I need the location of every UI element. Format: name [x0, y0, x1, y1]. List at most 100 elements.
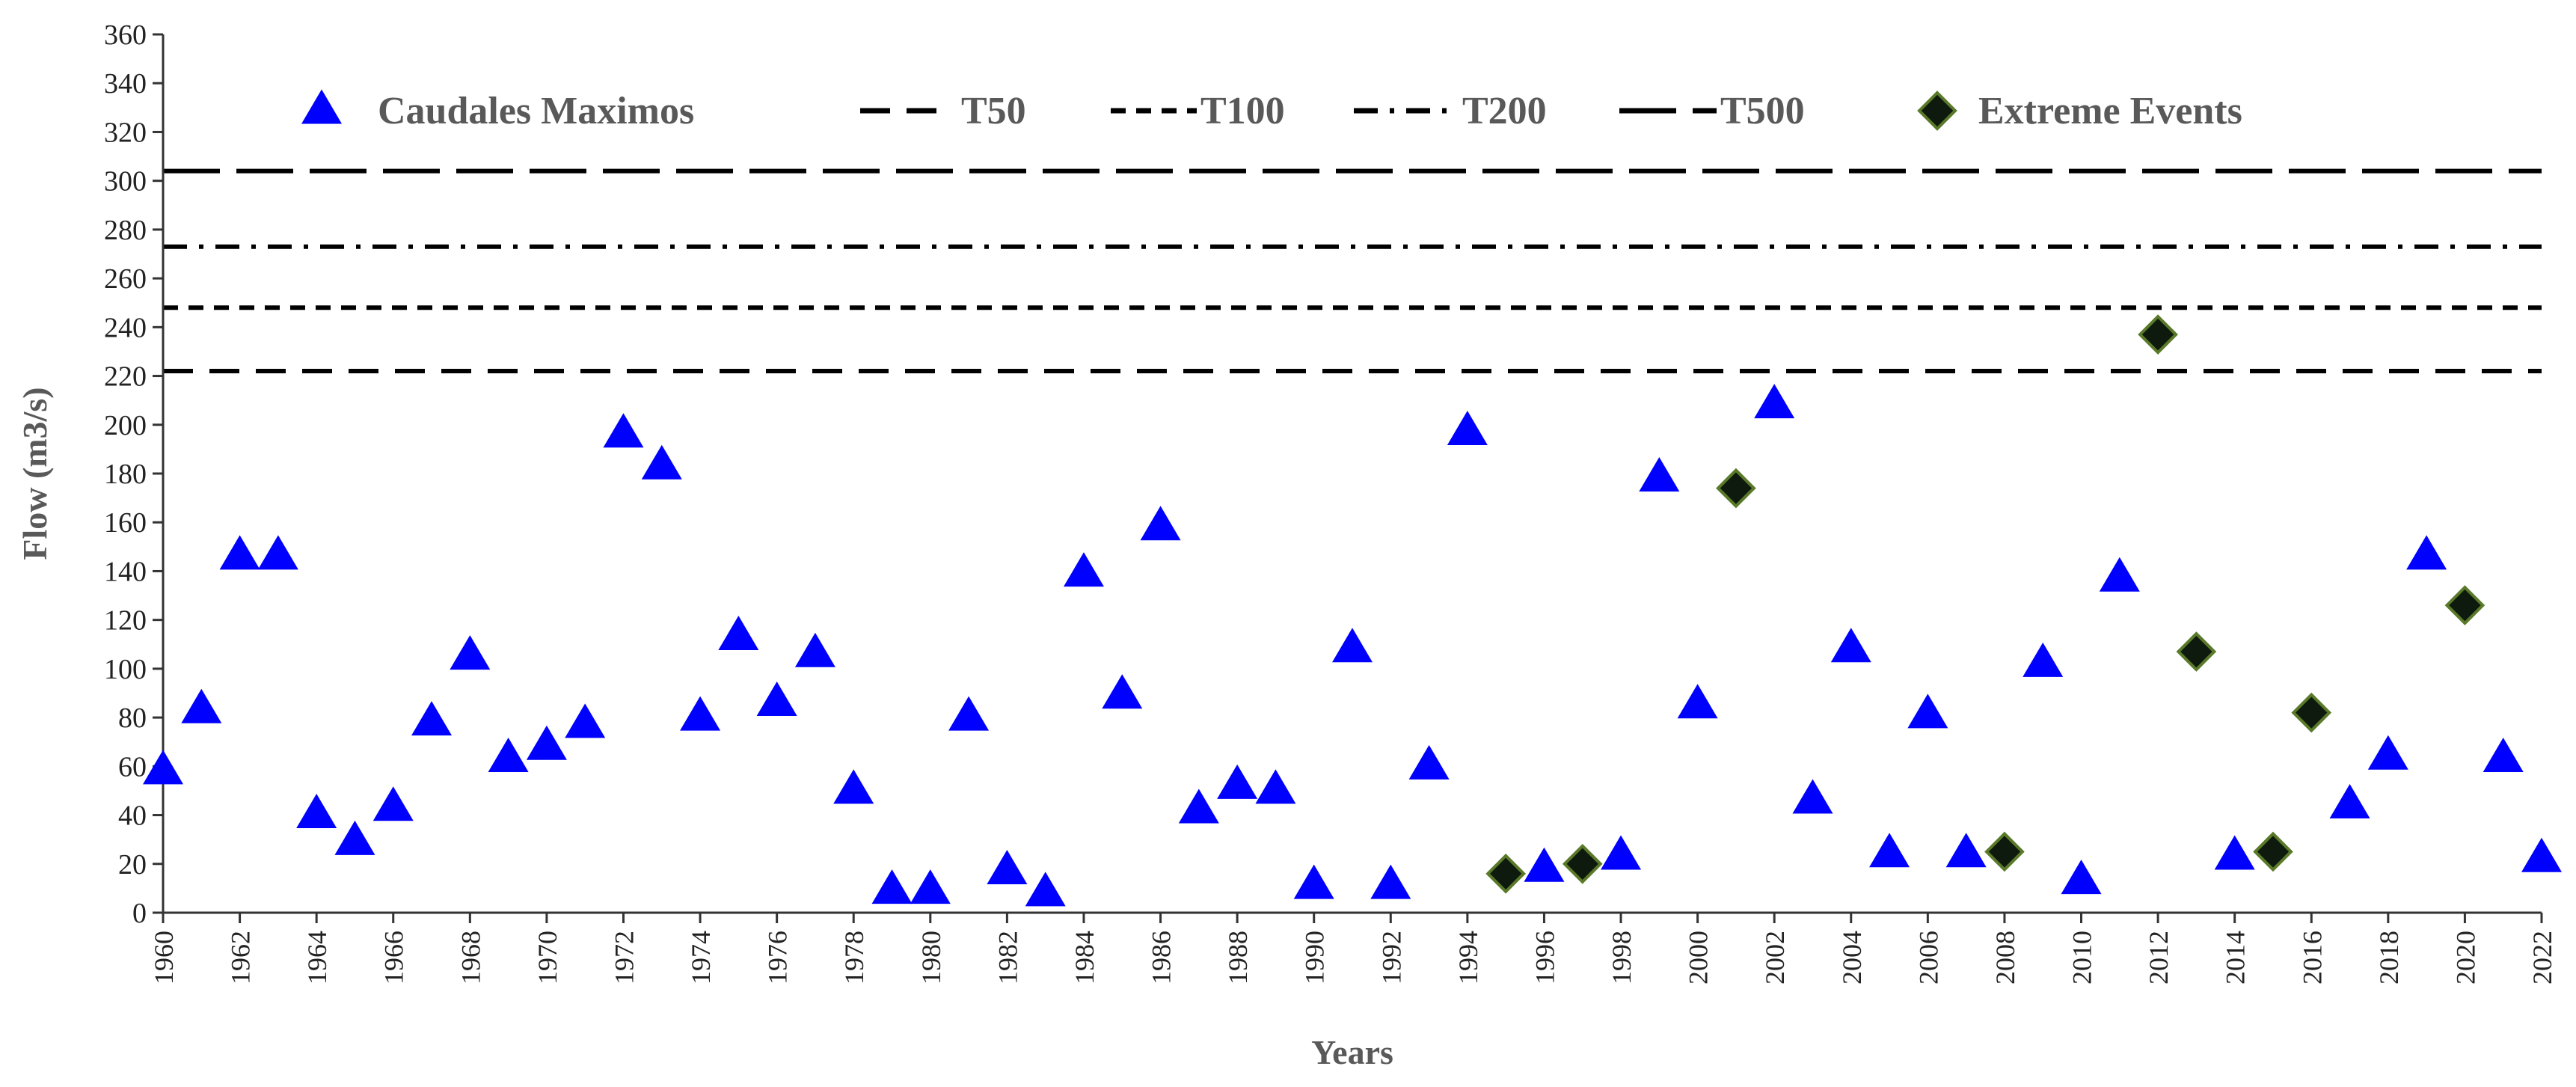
x-tick-label: 1970	[533, 931, 562, 985]
y-tick-label: 300	[104, 166, 147, 198]
data-point-diamond	[1562, 843, 1603, 884]
data-point-diamond	[2253, 831, 2293, 872]
data-point-triangle	[680, 696, 721, 731]
x-tick-label: 1984	[1070, 931, 1100, 985]
y-tick-label: 180	[104, 459, 147, 490]
x-tick-label: 2000	[1684, 931, 1714, 985]
y-tick-label: 200	[104, 410, 147, 441]
data-point-triangle	[2023, 642, 2064, 677]
data-point-triangle	[334, 820, 375, 855]
x-tick-label: 1972	[609, 931, 639, 985]
data-point-triangle	[1945, 833, 1987, 868]
x-tick-label: 1960	[149, 931, 179, 985]
x-tick-label: 1968	[456, 931, 485, 985]
x-tick-label: 2006	[1913, 931, 1943, 985]
x-tick-label: 1998	[1607, 931, 1637, 985]
data-point-triangle	[871, 869, 913, 904]
data-point-triangle	[2521, 837, 2562, 872]
y-tick-label: 100	[104, 654, 147, 685]
data-point-triangle	[987, 850, 1028, 885]
data-point-triangle	[1293, 864, 1334, 899]
data-point-triangle	[2061, 860, 2102, 895]
x-tick-label: 1974	[686, 931, 716, 985]
x-tick-label: 1964	[302, 931, 332, 985]
data-point-triangle	[718, 615, 759, 650]
data-point-triangle	[2214, 835, 2255, 870]
y-tick-label: 280	[104, 215, 147, 246]
y-axis-title: Flow (m3/s)	[16, 387, 54, 560]
data-point-diamond	[2291, 692, 2332, 733]
data-point-triangle	[1025, 872, 1066, 907]
x-tick-label: 2016	[2297, 931, 2327, 985]
x-tick-label: 1990	[1300, 931, 1330, 985]
y-tick-label: 20	[118, 849, 147, 881]
data-point-triangle	[526, 725, 567, 760]
data-point-triangle	[257, 535, 298, 570]
legend-extreme-events-label: Extreme Events	[1978, 90, 2242, 132]
data-point-diamond	[1984, 831, 2025, 872]
data-point-triangle	[1639, 457, 1680, 492]
data-point-triangle	[2099, 557, 2140, 592]
data-point-diamond	[2176, 631, 2217, 672]
data-point-triangle	[565, 703, 606, 738]
data-point-triangle	[2367, 735, 2408, 770]
data-point-triangle	[2483, 738, 2524, 773]
x-tick-label: 1986	[1147, 931, 1177, 985]
data-point-triangle	[1255, 769, 1296, 804]
data-point-triangle	[603, 413, 644, 448]
x-tick-label: 1996	[1530, 931, 1560, 985]
data-point-triangle	[411, 701, 453, 736]
x-tick-label: 2022	[2527, 931, 2557, 985]
x-tick-label: 1980	[916, 931, 946, 985]
data-point-triangle	[1792, 779, 1833, 814]
data-point-triangle	[1217, 764, 1258, 799]
data-point-triangle	[1677, 684, 1718, 719]
data-point-diamond	[1485, 853, 1526, 894]
legend-triangle-icon	[301, 89, 342, 124]
data-point-triangle	[1830, 628, 1871, 663]
x-tick-label: 2014	[2221, 931, 2251, 985]
x-tick-label: 2010	[2067, 931, 2097, 985]
y-tick-label: 60	[118, 751, 147, 783]
x-tick-label: 1962	[226, 931, 256, 985]
y-tick-label: 120	[104, 605, 147, 637]
y-tick-label: 360	[104, 19, 147, 51]
legend-t200-label: T200	[1462, 90, 1547, 132]
data-point-triangle	[1178, 789, 1219, 824]
x-tick-label: 1976	[763, 931, 793, 985]
x-tick-label: 2018	[2374, 931, 2404, 985]
x-tick-label: 2012	[2144, 931, 2174, 985]
y-tick-label: 220	[104, 361, 147, 393]
x-tick-label: 2020	[2450, 931, 2480, 985]
data-point-diamond	[1716, 468, 1756, 509]
data-point-triangle	[1370, 864, 1411, 899]
data-point-triangle	[181, 688, 222, 723]
legend-t100-label: T100	[1200, 90, 1285, 132]
data-point-triangle	[1447, 411, 1488, 446]
data-point-triangle	[948, 696, 990, 731]
y-tick-label: 240	[104, 312, 147, 343]
y-tick-label: 260	[104, 263, 147, 295]
data-point-triangle	[756, 682, 797, 717]
data-point-triangle	[143, 750, 183, 785]
data-point-triangle	[1332, 628, 1373, 663]
data-point-triangle	[1408, 744, 1450, 780]
data-point-triangle	[296, 794, 337, 829]
y-tick-label: 160	[104, 507, 147, 539]
data-point-triangle	[372, 786, 414, 821]
legend-t500-label: T500	[1720, 90, 1805, 132]
data-point-triangle	[1524, 847, 1565, 882]
data-point-triangle	[488, 738, 529, 773]
x-tick-label: 2004	[1837, 931, 1867, 985]
data-point-triangle	[1869, 833, 1910, 868]
x-tick-label: 2002	[1760, 931, 1790, 985]
data-point-triangle	[1102, 674, 1143, 709]
x-tick-label: 1966	[379, 931, 409, 985]
data-point-triangle	[641, 444, 682, 480]
x-tick-label: 1978	[839, 931, 869, 985]
y-tick-label: 80	[118, 702, 147, 734]
x-tick-label: 1988	[1223, 931, 1253, 985]
data-point-triangle	[910, 869, 951, 904]
